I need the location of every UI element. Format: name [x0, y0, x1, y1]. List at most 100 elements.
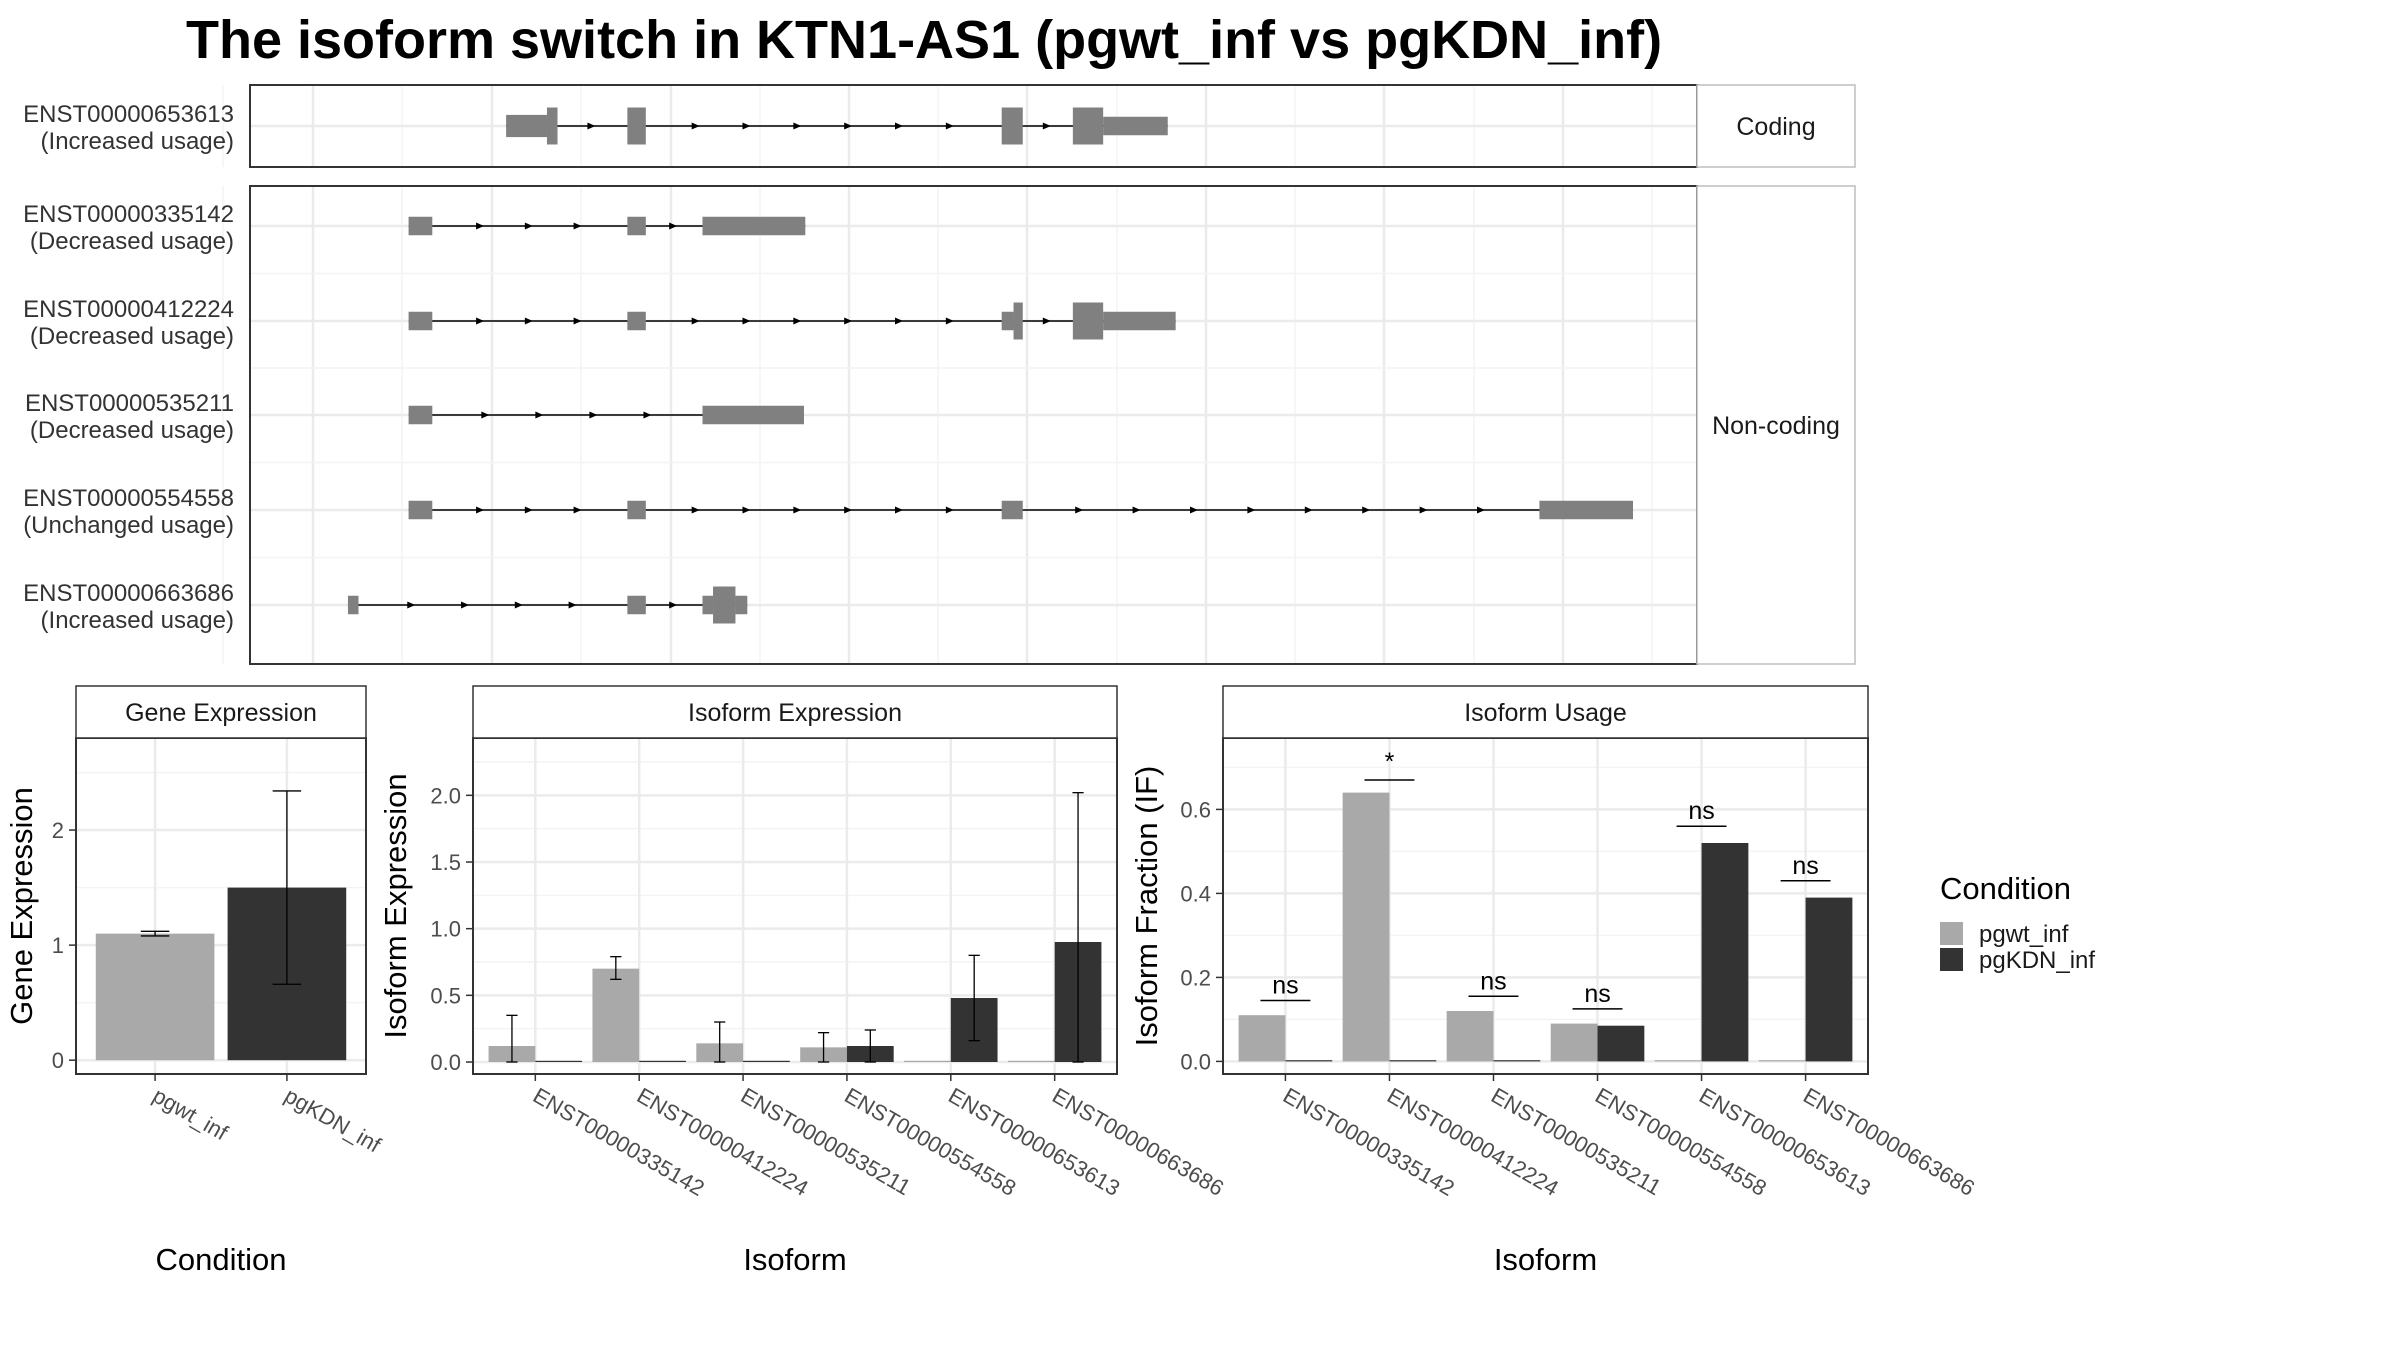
bar — [743, 1060, 790, 1062]
x-tick-label: ENST00000335142 — [529, 1083, 709, 1201]
legend-label-pgwt_inf: pgwt_inf — [1979, 921, 2069, 948]
exon-block — [627, 311, 646, 331]
y-tick-label: 0.6 — [1180, 797, 1211, 822]
y-tick-label: 2.0 — [430, 783, 461, 808]
plot-background — [473, 738, 1117, 1074]
exon-block — [1072, 107, 1104, 145]
intron-arrow — [945, 317, 954, 325]
exon-block — [546, 107, 558, 145]
y-tick-label: 0.4 — [1180, 881, 1211, 906]
intron-arrow — [844, 317, 853, 325]
y-axis-title: Isoform Fraction (IF) — [1129, 766, 1164, 1047]
intron-arrow — [1189, 506, 1198, 514]
plot-background — [1223, 738, 1868, 1074]
bar — [592, 968, 640, 1062]
noncoding-transcript-panel: Non-coding — [222, 185, 1856, 665]
x-tick-label: ENST00000663686 — [1048, 1083, 1228, 1201]
intron-arrow — [587, 122, 596, 130]
transcript-usage-label: (Increased usage) — [41, 607, 234, 634]
coding-transcript-panel: Coding — [222, 84, 1856, 168]
exon-block — [1001, 500, 1023, 520]
y-tick-label: 0.2 — [1180, 965, 1211, 990]
x-tick-label: pgKDN_inf — [280, 1083, 385, 1158]
y-tick-label: 1 — [52, 933, 64, 958]
bar — [1597, 1025, 1645, 1062]
bar — [535, 1060, 583, 1062]
strip-label: Isoform Usage — [1464, 699, 1627, 727]
bar — [1701, 843, 1749, 1062]
intron-arrow — [945, 506, 954, 514]
intron-arrow — [535, 411, 544, 419]
intron-arrow — [573, 506, 582, 514]
intron-arrow — [793, 317, 802, 325]
exon-block — [627, 595, 646, 615]
legend-swatch-pgKDN_inf — [1940, 948, 1963, 971]
transcript-id-label: ENST00000663686 — [23, 580, 234, 607]
exon-block — [702, 595, 714, 615]
bar — [1342, 792, 1390, 1062]
intron-arrow — [669, 601, 678, 609]
x-tick-label: ENST00000535211 — [737, 1083, 915, 1200]
bar — [639, 1060, 686, 1062]
transcript-usage-label: (Unchanged usage) — [23, 512, 234, 539]
noncoding-strip — [1696, 185, 1856, 665]
intron-arrow — [643, 411, 652, 419]
intron-arrow — [895, 122, 904, 130]
exon-block — [408, 405, 433, 425]
bar — [1389, 1060, 1437, 1062]
intron-arrow — [524, 317, 533, 325]
significance-label: ns — [1584, 980, 1610, 1008]
x-axis-title: Isoform — [743, 1242, 846, 1277]
x-tick-label: ENST00000663686 — [1799, 1083, 1979, 1201]
exon-block — [347, 595, 359, 615]
transcript-ENST00000663686: ENST00000663686(Increased usage) — [23, 580, 748, 634]
intron-arrow — [1419, 506, 1428, 514]
exon-block — [1072, 302, 1104, 340]
x-tick-label: ENST00000412224 — [633, 1083, 813, 1201]
strip-box — [75, 685, 367, 739]
legend-label-pgKDN_inf: pgKDN_inf — [1979, 947, 2095, 974]
intron-arrow — [1075, 506, 1084, 514]
transcript-ENST00000535211: ENST00000535211(Decreased usage) — [25, 390, 804, 444]
coding-strip-label: Coding — [1736, 113, 1815, 141]
bar — [1285, 1060, 1333, 1062]
exon-block — [506, 114, 547, 138]
transcript-id-label: ENST00000554558 — [23, 485, 234, 512]
y-tick-label: 0.0 — [1180, 1049, 1211, 1074]
exon-block — [1001, 311, 1014, 331]
transcript-usage-label: (Decreased usage) — [30, 417, 234, 444]
bar — [95, 933, 215, 1061]
intron-arrow — [1362, 506, 1371, 514]
intron-arrow — [573, 222, 582, 230]
intron-arrow — [844, 506, 853, 514]
intron-arrow — [895, 317, 904, 325]
transcript-usage-label: (Decreased usage) — [30, 228, 234, 255]
figure-title: The isoform switch in KTN1-AS1 (pgwt_inf… — [186, 10, 1662, 70]
intron-arrow — [1132, 506, 1141, 514]
bar — [1550, 1023, 1598, 1062]
transcript-usage-label: (Decreased usage) — [30, 323, 234, 350]
y-axis-title: Isoform Expression — [378, 773, 413, 1038]
intron-arrow — [793, 506, 802, 514]
bar-chart-panels: Gene Expression 0 1 2 pgwt_inf pgKDN_inf Condi… — [4, 685, 1979, 1277]
exon-block — [408, 311, 433, 331]
significance-label: ns — [1480, 967, 1506, 995]
significance-label: * — [1385, 748, 1395, 776]
coding-strip — [1696, 84, 1856, 168]
bar — [1446, 1011, 1494, 1062]
intron-arrow — [945, 122, 954, 130]
bar — [1238, 1015, 1286, 1062]
strip-box — [472, 685, 1118, 739]
transcript-ENST00000335142: ENST00000335142(Decreased usage) — [23, 201, 806, 255]
intron-arrow — [742, 122, 751, 130]
x-tick-label: pgwt_inf — [149, 1083, 233, 1146]
y-tick-label: 1.5 — [430, 850, 461, 875]
bar — [1007, 1060, 1055, 1062]
bar — [1805, 897, 1853, 1062]
intron-arrow — [461, 601, 470, 609]
intron-arrow — [844, 122, 853, 130]
exon-block — [1103, 116, 1168, 136]
exon-block — [713, 586, 736, 624]
intron-arrow — [476, 222, 485, 230]
